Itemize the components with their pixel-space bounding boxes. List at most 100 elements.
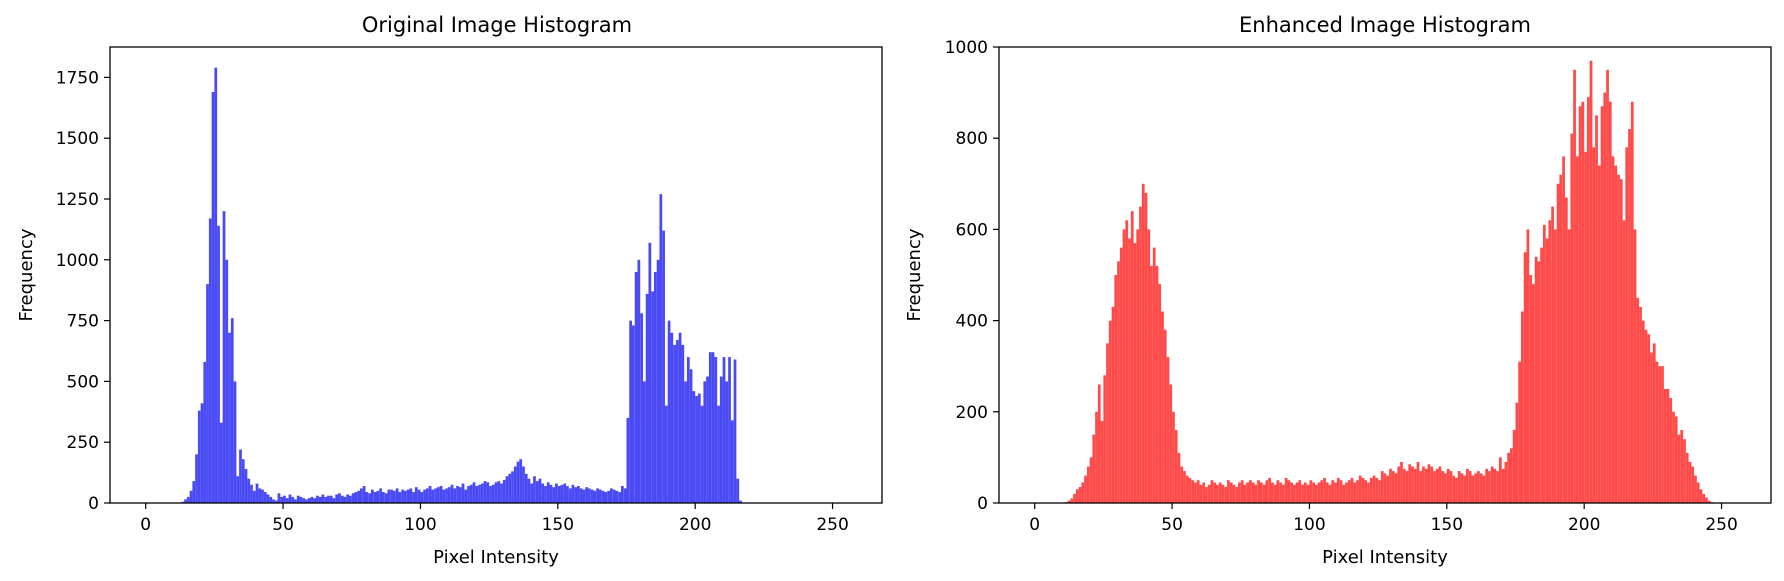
histogram-bar xyxy=(1606,69,1609,504)
histogram-bar xyxy=(1452,475,1456,503)
histogram-bar xyxy=(1358,475,1362,503)
x-tick-label: 150 xyxy=(1431,515,1463,535)
histogram-bar xyxy=(1281,484,1285,503)
histogram-bar xyxy=(1683,439,1686,503)
histogram-bar xyxy=(670,332,674,503)
histogram-bar xyxy=(1413,468,1417,503)
histogram-bar xyxy=(1361,477,1365,503)
histogram-bar xyxy=(714,357,718,503)
histogram-bar xyxy=(1389,468,1392,503)
x-tick-label: 200 xyxy=(679,515,711,535)
y-tick-label: 800 xyxy=(956,129,988,149)
histogram-bar xyxy=(1578,106,1582,503)
histogram-bar xyxy=(272,499,275,503)
histogram-bar xyxy=(568,488,572,503)
histogram-bar xyxy=(1562,156,1565,503)
histogram-bar xyxy=(1658,366,1662,503)
histogram-bar xyxy=(1224,487,1228,503)
histogram-bar xyxy=(208,218,212,503)
histogram-bar xyxy=(431,489,435,503)
x-axis-label: Pixel Intensity xyxy=(1322,547,1448,568)
histogram-bar xyxy=(522,466,525,503)
histogram-bar xyxy=(228,332,231,503)
histogram-bar xyxy=(1608,101,1612,503)
histogram-bar xyxy=(681,344,685,503)
y-axis-label: Frequency xyxy=(904,228,925,321)
histogram-bar xyxy=(409,488,413,503)
histogram-bar xyxy=(324,496,328,503)
histogram-bar xyxy=(1284,477,1288,503)
histogram-bar xyxy=(425,488,429,503)
histogram-bar xyxy=(1191,480,1195,503)
histogram-bar xyxy=(1617,174,1620,503)
x-axis-ticks: 0 50 100 150 200 250 xyxy=(140,503,849,535)
y-tick-label: 1250 xyxy=(56,190,99,210)
histogram-bar xyxy=(285,498,289,503)
histogram-bar xyxy=(1614,165,1618,503)
histogram-bar xyxy=(1625,147,1629,503)
histogram-bar xyxy=(395,488,399,503)
histogram-bar xyxy=(703,381,707,503)
histogram-bar xyxy=(434,488,437,503)
histogram-bar xyxy=(327,495,330,503)
histogram-bar xyxy=(533,476,536,503)
histogram-bar xyxy=(439,485,443,503)
histogram-bar xyxy=(1276,480,1280,503)
histogram-bar xyxy=(269,496,273,503)
histogram-bar xyxy=(1663,389,1667,503)
histogram-bar xyxy=(494,482,498,503)
histogram-bar xyxy=(1227,480,1230,503)
histogram-bar xyxy=(1367,482,1370,503)
histogram-bar xyxy=(239,449,242,503)
histogram-bar xyxy=(1336,477,1340,503)
histogram-bar xyxy=(381,492,385,503)
histogram-bar xyxy=(1419,471,1423,503)
histogram-bar xyxy=(1529,275,1532,503)
histogram-bar xyxy=(1185,475,1189,503)
histogram-bar xyxy=(725,381,729,503)
histogram-bar xyxy=(695,395,698,503)
histogram-bar xyxy=(1504,461,1508,503)
histogram-bar xyxy=(1106,343,1109,503)
histogram-bar xyxy=(1586,97,1590,503)
histogram-bar xyxy=(1416,461,1420,503)
histogram-bar xyxy=(1117,261,1120,503)
histogram-bar xyxy=(519,459,523,503)
histogram-bar xyxy=(1685,452,1689,503)
histogram-bar xyxy=(552,487,556,503)
histogram-bar xyxy=(354,492,358,503)
histogram-bar xyxy=(582,489,586,503)
histogram-bar xyxy=(1548,220,1552,503)
histogram-bar xyxy=(186,496,190,503)
histogram-bar xyxy=(1468,471,1472,503)
histogram-bar xyxy=(1422,466,1425,503)
histogram-bar xyxy=(1331,480,1335,503)
histogram-bar xyxy=(1570,133,1574,503)
histogram-bar xyxy=(294,499,297,503)
histogram-bar xyxy=(263,492,267,503)
histogram-bar xyxy=(401,489,404,503)
histogram-bar xyxy=(1229,482,1233,503)
histogram-bar xyxy=(274,500,278,503)
histogram-bar xyxy=(368,493,371,503)
histogram-bar xyxy=(1273,484,1277,503)
histogram-bar xyxy=(730,420,734,503)
histogram-bar xyxy=(1628,129,1631,503)
y-tick-label: 200 xyxy=(956,403,988,423)
histogram-bar xyxy=(266,494,270,503)
histogram-bar xyxy=(1595,115,1598,504)
histogram-bar xyxy=(1520,311,1524,503)
histogram-bar xyxy=(1672,411,1675,503)
histogram-bar xyxy=(579,488,583,503)
histogram-bar xyxy=(1095,411,1098,503)
histogram-bar xyxy=(1221,484,1225,503)
histogram-bar xyxy=(1559,174,1563,503)
histogram-bar xyxy=(722,357,726,503)
histogram-bar xyxy=(1372,475,1376,503)
histogram-bar xyxy=(662,230,665,503)
histogram-bar xyxy=(651,291,654,503)
histogram-bar xyxy=(1597,165,1601,503)
histogram-bar xyxy=(673,344,676,503)
histogram-bar xyxy=(478,484,481,503)
histogram-bar xyxy=(1342,484,1346,503)
